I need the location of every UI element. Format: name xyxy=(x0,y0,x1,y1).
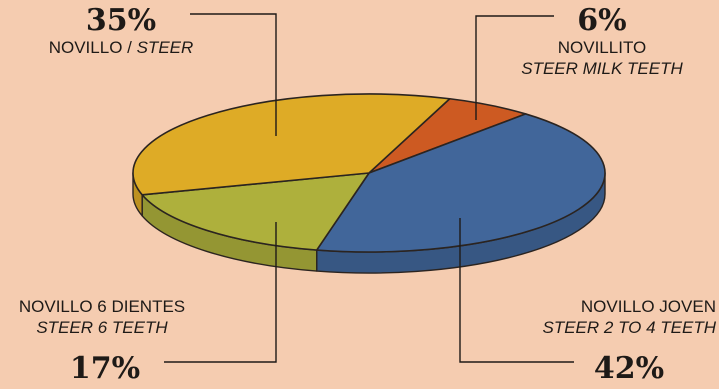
slice-label-novillo-joven-es: NOVILLO JOVEN xyxy=(580,297,716,316)
pie-slice-2 xyxy=(141,172,370,251)
slice-label-novillo: NOVILLO / STEER xyxy=(48,38,194,57)
slice-label-novillo-joven-en: STEER 2 TO 4 TEETH xyxy=(542,318,716,337)
pct-label-novillo-6-dientes: 17% xyxy=(69,351,141,386)
pct-label-novillito: 6% xyxy=(577,3,627,38)
slice-label-novillo-6-dientes: NOVILLO 6 DIENTES STEER 6 TEETH xyxy=(2,296,202,338)
leader-line-novillo-joven xyxy=(459,218,574,363)
slice-label-novillo-en: STEER xyxy=(136,38,194,57)
leader-line-novillo-6-dientes xyxy=(164,222,277,363)
pct-label-novillo-joven: 42% xyxy=(593,351,665,386)
leader-line-novillo xyxy=(190,13,277,136)
leader-lines xyxy=(164,13,574,363)
pct-label-novillo: 35% xyxy=(85,3,157,38)
slice-label-novillo-6-dientes-en: STEER 6 TEETH xyxy=(36,318,168,337)
slice-label-novillo-6-dientes-es: NOVILLO 6 DIENTES xyxy=(18,297,186,316)
slice-label-novillito: NOVILLITO STEER MILK TEETH xyxy=(500,37,704,79)
pie-slice-3 xyxy=(132,93,451,196)
slice-label-novillo-joven: NOVILLO JOVEN STEER 2 TO 4 TEETH xyxy=(480,296,716,338)
pie-slice-1 xyxy=(315,113,606,253)
leader-line-novillito xyxy=(475,15,554,120)
slice-label-novillito-en: STEER MILK TEETH xyxy=(521,59,683,78)
pie-top xyxy=(132,93,606,253)
slice-label-novillo-es: NOVILLO xyxy=(48,38,123,57)
slice-label-novillito-es: NOVILLITO xyxy=(557,38,647,57)
